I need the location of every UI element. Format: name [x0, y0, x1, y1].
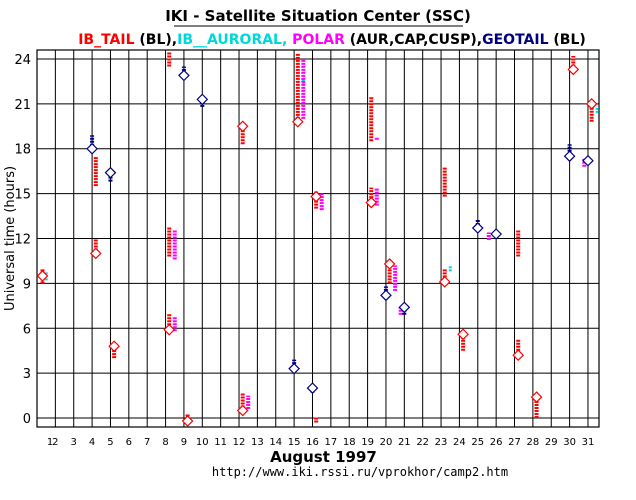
- chart-header: IKI - Satellite Situation Center (SSC) I…: [78, 7, 586, 48]
- diamond-marker: [288, 362, 300, 375]
- x-tick-label: 26: [490, 437, 503, 448]
- x-tick-label: 14: [269, 437, 282, 448]
- chart-title: IKI - Satellite Situation Center (SSC): [165, 7, 471, 25]
- legend-part-2: IB__AURORAL,: [177, 32, 287, 48]
- diamond-marker: [108, 340, 120, 353]
- diamond-marker: [236, 120, 249, 133]
- x-tick-label: 23: [435, 437, 448, 448]
- diamond-marker: [89, 247, 102, 260]
- source-url: http://www.iki.rssi.ru/vprokhor/camp2.ht…: [212, 465, 508, 479]
- y-tick-label: 6: [23, 322, 31, 337]
- x-tick-label: 17: [324, 437, 337, 448]
- y-axis-ticks: 0 3 6 9 12 15 18 21 24: [14, 53, 31, 427]
- x-tick-label: 2: [52, 437, 58, 448]
- x-axis-year-label: 1997: [335, 448, 377, 466]
- x-tick-label: 24: [453, 437, 466, 448]
- y-tick-label: 15: [14, 188, 31, 203]
- x-tick-label: 12: [233, 437, 246, 448]
- diamond-marker: [471, 222, 484, 234]
- y-tick-label: 12: [14, 233, 31, 248]
- legend-part-1: (BL),: [135, 32, 178, 48]
- x-tick-label: 22: [416, 437, 429, 448]
- y-tick-label: 0: [23, 412, 31, 427]
- diamond-marker: [398, 301, 411, 314]
- y-tick-label: 9: [23, 277, 31, 292]
- legend-part-3: POLAR: [287, 32, 345, 48]
- y-axis-label: Universal time (hours): [3, 166, 18, 311]
- diamond-marker: [582, 154, 594, 167]
- x-tick-label: 29: [545, 437, 558, 448]
- y-tick-label: 3: [23, 367, 31, 382]
- diamond-marker: [567, 63, 580, 76]
- diamond-marker: [490, 228, 502, 240]
- diamond-marker: [236, 404, 249, 417]
- x-tick-label: 21: [398, 437, 411, 448]
- diamond-marker: [563, 150, 576, 163]
- x-tick-label: 3: [71, 437, 77, 448]
- plot-area: [36, 49, 600, 428]
- legend-part-6: (BL): [549, 32, 586, 48]
- diamond-marker: [163, 323, 176, 336]
- diamond-marker: [365, 196, 378, 209]
- x-tick-label: 4: [89, 437, 95, 448]
- data-segments: [40, 51, 599, 423]
- legend-part-0: IB_TAIL: [78, 32, 134, 48]
- x-tick-label: 5: [107, 437, 113, 448]
- x-tick-label: 20: [380, 437, 393, 448]
- diamond-marker: [310, 190, 323, 203]
- diamond-marker: [291, 115, 304, 128]
- diamond-marker: [181, 415, 194, 427]
- x-tick-label: 31: [582, 437, 595, 448]
- diamond-marker: [104, 166, 117, 179]
- legend-part-5: GEOTAIL: [482, 32, 548, 48]
- x-tick-label: 7: [144, 437, 150, 448]
- x-axis-ticks: 12 3 4 5 6 7 8 9 10 11 12 13 14 15 16 17 18 19 20 21 22 23 24 2…: [47, 437, 595, 448]
- x-tick-label: 27: [508, 437, 521, 448]
- diamond-marker: [585, 98, 598, 110]
- x-axis-month-label: August: [270, 448, 330, 466]
- x-tick-label: 6: [126, 437, 132, 448]
- x-tick-label: 18: [343, 437, 356, 448]
- diamond-marker: [530, 391, 543, 403]
- x-tick-label: 30: [563, 437, 576, 448]
- x-tick-label: 8: [162, 437, 168, 448]
- y-tick-label: 21: [14, 98, 31, 113]
- diamond-marker: [196, 93, 209, 106]
- diamond-marker: [178, 69, 190, 82]
- diamond-marker: [512, 349, 525, 362]
- diamond-marker: [86, 142, 98, 155]
- diamond-marker: [438, 276, 451, 288]
- x-tick-label: 15: [288, 437, 301, 448]
- x-tick-label: 19: [361, 437, 374, 448]
- x-tick-label: 13: [251, 437, 264, 448]
- diamond-marker: [383, 258, 396, 270]
- x-tick-label: 28: [527, 437, 540, 448]
- series-legend: IB_TAIL (BL),IB__AURORAL, POLAR (AUR,CAP…: [78, 32, 586, 48]
- x-tick-label: 10: [196, 437, 209, 448]
- diamond-marker: [306, 382, 319, 394]
- y-tick-label: 24: [14, 53, 31, 68]
- diamond-marker: [36, 270, 49, 282]
- x-tick-label: 11: [214, 437, 227, 448]
- y-tick-label: 18: [14, 143, 31, 158]
- data-markers: [36, 63, 598, 427]
- legend-part-4: (AUR,CAP,CUSP),: [345, 32, 482, 48]
- x-tick-label: 16: [306, 437, 319, 448]
- diamond-marker: [380, 289, 392, 302]
- x-tick-label: 9: [181, 437, 187, 448]
- x-tick-label: 1: [47, 437, 53, 448]
- diamond-marker: [457, 328, 469, 341]
- x-tick-label: 25: [471, 437, 484, 448]
